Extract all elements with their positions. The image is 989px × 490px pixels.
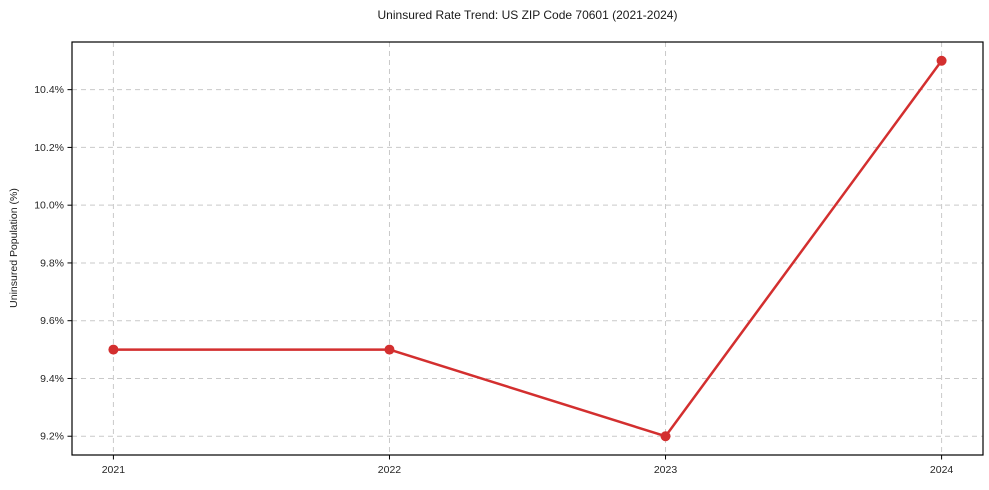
y-tick-label: 9.4% [40, 373, 64, 385]
y-tick-label: 9.2% [40, 431, 64, 443]
plot-border [71, 41, 984, 456]
data-point-2021 [108, 344, 119, 355]
data-point-2022 [384, 344, 395, 355]
x-tick-label: 2021 [102, 464, 126, 476]
chart-title: Uninsured Rate Trend: US ZIP Code 70601 … [377, 8, 678, 22]
trend-line [112, 59, 943, 438]
y-tick-label: 9.6% [40, 315, 64, 327]
data-point-2024 [936, 55, 947, 66]
y-tick-label: 10.2% [34, 142, 64, 154]
y-tick-label: 10.4% [34, 84, 64, 96]
x-tick-label: 2024 [930, 464, 954, 476]
data-point-2023 [660, 431, 671, 442]
y-tick-label: 10.0% [34, 200, 64, 212]
x-tick-label: 2022 [378, 464, 402, 476]
x-tick-label: 2023 [654, 464, 678, 476]
y-tick-label: 9.8% [40, 257, 64, 269]
